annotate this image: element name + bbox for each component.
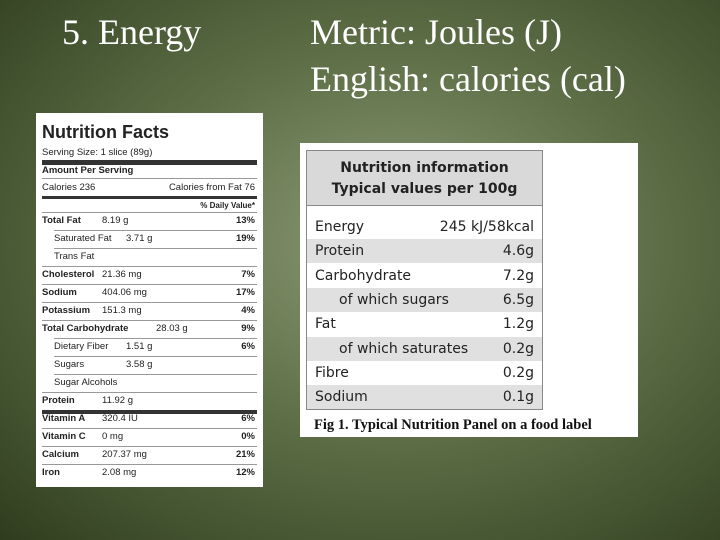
panel-nutrient: of which saturates <box>339 340 469 357</box>
panel-nutrient: Energy <box>315 219 365 235</box>
nutrient-dv: 4% <box>241 305 255 316</box>
nutrient-dv: 19% <box>235 233 255 244</box>
nutrient-label: Sugars <box>54 359 85 370</box>
nutrient-label: Vitamin C <box>42 431 86 442</box>
panel-value: 0.2g <box>502 364 534 381</box>
nutrient-label: Iron <box>42 467 60 478</box>
panel-nutrient: Carbohydrate <box>315 267 412 284</box>
nutrient-amount: 2.08 mg <box>102 467 137 478</box>
nutrient-amount: 8.19 g <box>102 215 129 226</box>
nutrient-amount: 404.06 mg <box>102 287 147 298</box>
panel-value: 1.2g <box>502 316 534 333</box>
nutrient-dv: 7% <box>241 269 255 280</box>
nutrient-label: Total Fat <box>42 215 81 226</box>
unit-metric: Metric: Joules (J) <box>310 12 562 52</box>
nutrient-amount: 3.58 g <box>126 359 153 370</box>
panel-nutrient: of which sugars <box>339 291 449 308</box>
heading: 5. Energy <box>62 12 202 52</box>
panel-value: 0.2g <box>502 340 534 357</box>
nutrient-label: Sugar Alcohols <box>54 377 118 388</box>
nutrient-label: Trans Fat <box>54 251 95 262</box>
nutrition-table: Nutrition information Typical values per… <box>306 150 543 410</box>
panel-nutrient: Fibre <box>315 364 349 381</box>
panel-nutrient: Sodium <box>315 389 368 406</box>
nutrient-dv: 0% <box>241 431 255 442</box>
nutrient-amount: 320.4 IU <box>102 413 138 424</box>
nutrient-amount: 11.92 g <box>102 395 133 406</box>
panel-header: Nutrition information <box>340 160 509 176</box>
nutrient-dv: 6% <box>241 413 255 424</box>
panel-value: 245 kJ/58kcal <box>439 219 534 235</box>
nutrient-amount: 151.3 mg <box>102 305 142 316</box>
nutrient-label: Dietary Fiber <box>54 341 109 352</box>
nutrient-dv: 12% <box>235 467 255 478</box>
nutrient-label: Sodium <box>42 287 77 298</box>
unit-english: English: calories (cal) <box>310 59 626 99</box>
nutrient-label: Saturated Fat <box>54 233 112 244</box>
nutrient-amount: 0 mg <box>102 431 124 442</box>
nutrient-label: Potassium <box>42 305 91 316</box>
nutrient-label: Total Carbohydrate <box>42 323 129 334</box>
amount-per-serving: Amount Per Serving <box>42 165 134 176</box>
caption: Fig 1. Typical Nutrition Panel on a food… <box>314 417 592 433</box>
nutrient-dv: 6% <box>241 341 255 352</box>
nutrient-amount: 3.71 g <box>126 233 153 244</box>
facts-title: Nutrition Facts <box>42 122 170 142</box>
nutrient-dv: 13% <box>235 215 255 226</box>
nutrient-amount: 28.03 g <box>156 323 188 334</box>
nutrient-label: Cholesterol <box>42 269 95 280</box>
nutrient-label: Calcium <box>42 449 79 460</box>
panel-nutrient: Protein <box>315 243 365 260</box>
nutrient-dv: 21% <box>235 449 255 460</box>
nutrient-amount: 21.36 mg <box>102 269 142 280</box>
nutrient-amount: 1.51 g <box>126 341 153 352</box>
nutrient-label: Protein <box>42 395 75 406</box>
nutrient-dv: 9% <box>241 323 255 334</box>
daily-value-head: % Daily Value* <box>200 201 255 210</box>
nutrition-facts: Nutrition Facts Serving Size: 1 slice (8… <box>36 113 263 487</box>
nutrient-dv: 17% <box>235 287 255 298</box>
calories: Calories 236 <box>42 182 96 193</box>
nutrient-label: Vitamin A <box>42 413 86 424</box>
panel-value: 7.2g <box>502 267 534 284</box>
panel-header: Typical values per 100g <box>331 181 518 197</box>
panel-value: 0.1g <box>502 389 534 406</box>
nutrition-panel: Nutrition information Typical values per… <box>300 143 638 437</box>
panel-value: 4.6g <box>502 243 534 260</box>
serving: Serving Size: 1 slice (89g) <box>42 147 153 158</box>
panel-value: 6.5g <box>502 291 534 308</box>
calories-from-fat: Calories from Fat 76 <box>168 182 255 193</box>
panel-nutrient: Fat <box>315 316 336 333</box>
nutrient-amount: 207.37 mg <box>102 449 147 460</box>
